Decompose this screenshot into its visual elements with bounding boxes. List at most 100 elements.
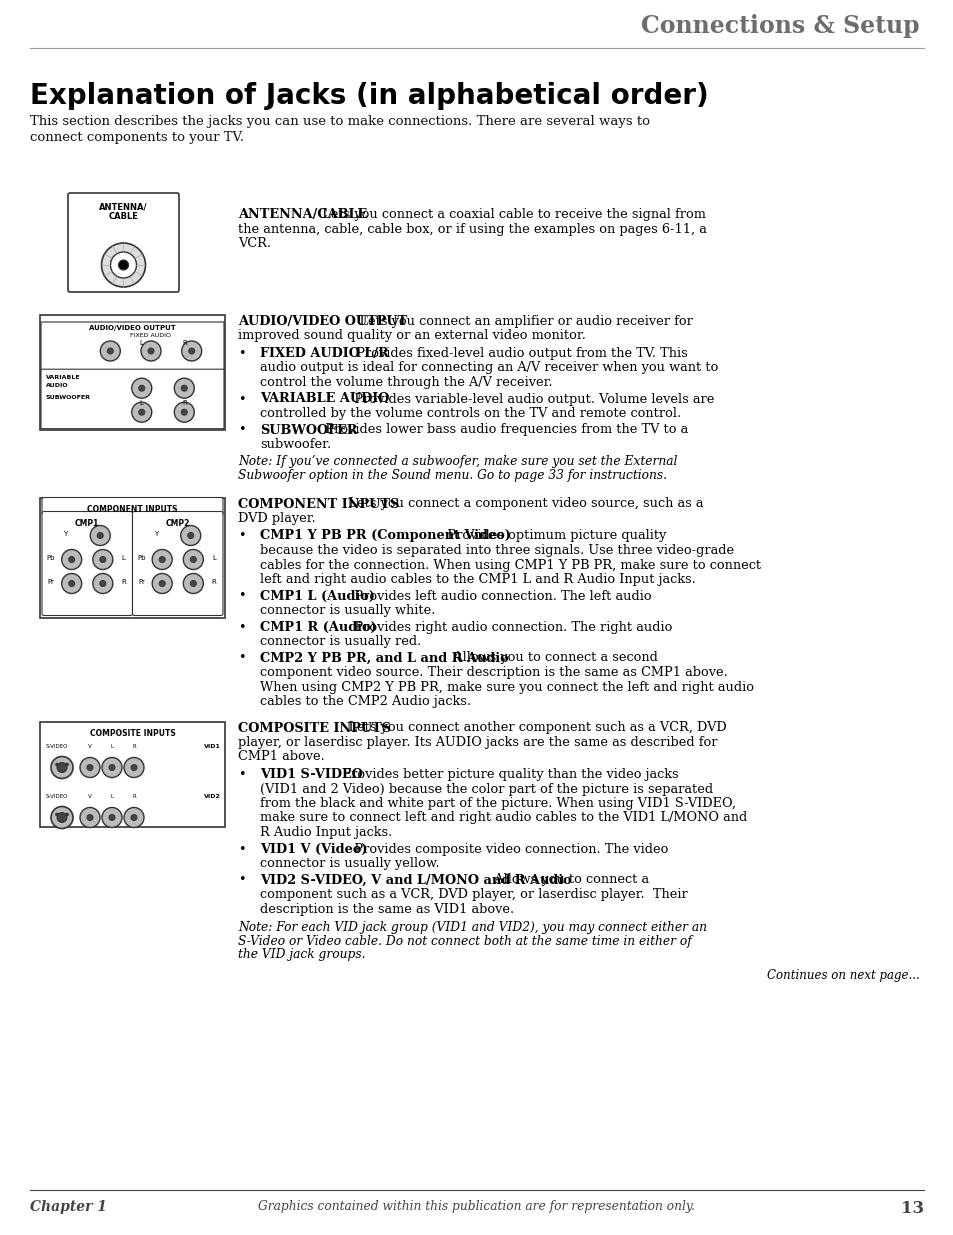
Text: Allows you to connect a second: Allows you to connect a second (441, 652, 658, 664)
Circle shape (132, 403, 152, 422)
Bar (40, 315, 225, 430)
Text: Note: If you’ve connected a subwoofer, make sure you set the External: Note: If you’ve connected a subwoofer, m… (237, 456, 677, 468)
Text: connector is usually white.: connector is usually white. (260, 604, 435, 618)
Circle shape (102, 808, 122, 827)
Text: connector is usually yellow.: connector is usually yellow. (260, 857, 439, 869)
Text: ANTENNA/: ANTENNA/ (99, 203, 148, 212)
Text: R: R (182, 400, 187, 406)
Circle shape (92, 573, 112, 594)
Text: •: • (237, 393, 245, 405)
Circle shape (66, 763, 69, 766)
Circle shape (109, 815, 115, 820)
Text: the VID jack groups.: the VID jack groups. (237, 948, 365, 961)
Text: subwoofer.: subwoofer. (260, 438, 331, 451)
Text: Explanation of Jacks (in alphabetical order): Explanation of Jacks (in alphabetical or… (30, 82, 708, 110)
Text: 13: 13 (900, 1200, 923, 1216)
Text: CMP1 R (Audio): CMP1 R (Audio) (260, 620, 376, 634)
Text: L: L (212, 555, 215, 561)
Text: component such as a VCR, DVD player, or laserdisc player.  Their: component such as a VCR, DVD player, or … (260, 888, 687, 902)
Text: improved sound quality or an external video monitor.: improved sound quality or an external vi… (237, 330, 585, 342)
Circle shape (57, 762, 67, 773)
Circle shape (97, 532, 103, 538)
Circle shape (69, 580, 74, 587)
Text: CMP2: CMP2 (166, 520, 190, 529)
Circle shape (124, 808, 144, 827)
Text: Provides right audio connection. The right audio: Provides right audio connection. The rig… (341, 620, 672, 634)
Circle shape (148, 348, 153, 354)
Circle shape (87, 815, 92, 820)
Text: FIXED AUDIO: FIXED AUDIO (130, 333, 171, 338)
Text: CMP1 above.: CMP1 above. (237, 751, 324, 763)
Circle shape (190, 557, 196, 562)
Text: left and right audio cables to the CMP1 L and R Audio Input jacks.: left and right audio cables to the CMP1 … (260, 573, 695, 585)
Circle shape (159, 557, 165, 562)
Text: FIXED AUDIO L/R: FIXED AUDIO L/R (260, 347, 389, 359)
Circle shape (152, 573, 172, 594)
Circle shape (62, 573, 82, 594)
Text: L: L (122, 555, 126, 561)
Circle shape (51, 806, 73, 829)
Circle shape (100, 580, 106, 587)
Text: Pb: Pb (137, 555, 146, 561)
FancyBboxPatch shape (41, 322, 224, 375)
Text: R: R (182, 340, 187, 346)
Circle shape (62, 550, 82, 569)
Text: control the volume through the A/V receiver.: control the volume through the A/V recei… (260, 375, 552, 389)
Circle shape (181, 385, 187, 391)
Text: CMP1: CMP1 (75, 520, 99, 529)
Text: •: • (237, 620, 245, 634)
Text: Subwoofer option in the Sound menu. Go to page 33 for instructions.: Subwoofer option in the Sound menu. Go t… (237, 469, 666, 482)
Circle shape (109, 764, 115, 771)
Circle shape (132, 378, 152, 398)
Text: because the video is separated into three signals. Use three video-grade: because the video is separated into thre… (260, 543, 734, 557)
Text: Graphics contained within this publication are for representation only.: Graphics contained within this publicati… (258, 1200, 695, 1213)
Text: S-VIDEO: S-VIDEO (46, 794, 69, 799)
Text: L: L (140, 400, 144, 406)
Circle shape (138, 409, 145, 415)
Text: Connections & Setup: Connections & Setup (640, 14, 919, 38)
Circle shape (91, 526, 111, 546)
Text: Pr: Pr (48, 578, 54, 584)
Text: player, or laserdisc player. Its AUDIO jacks are the same as described for: player, or laserdisc player. Its AUDIO j… (237, 736, 717, 748)
Text: from the black and white part of the picture. When using VID1 S-VIDEO,: from the black and white part of the pic… (260, 797, 735, 810)
Text: description is the same as VID1 above.: description is the same as VID1 above. (260, 903, 514, 915)
Text: COMPOSITE INPUTS: COMPOSITE INPUTS (90, 729, 175, 737)
FancyBboxPatch shape (42, 511, 132, 615)
Circle shape (107, 348, 113, 354)
Circle shape (180, 526, 200, 546)
FancyBboxPatch shape (42, 498, 223, 515)
Circle shape (141, 341, 161, 361)
Text: controlled by the volume controls on the TV and remote control.: controlled by the volume controls on the… (260, 408, 680, 420)
Text: Chapter 1: Chapter 1 (30, 1200, 107, 1214)
Text: Note: For each VID jack group (VID1 and VID2), you may connect either an: Note: For each VID jack group (VID1 and … (237, 921, 706, 934)
Text: Provides lower bass audio frequencies from the TV to a: Provides lower bass audio frequencies fr… (313, 424, 687, 436)
Circle shape (138, 385, 145, 391)
Text: CMP1 Y PB PR (Component Video): CMP1 Y PB PR (Component Video) (260, 530, 511, 542)
Text: connector is usually red.: connector is usually red. (260, 635, 421, 648)
Text: Pb: Pb (47, 555, 55, 561)
Text: Lets you connect another component such as a VCR, DVD: Lets you connect another component such … (332, 721, 725, 735)
Circle shape (124, 757, 144, 778)
Text: Y: Y (64, 531, 68, 536)
Text: R Audio Input jacks.: R Audio Input jacks. (260, 826, 392, 839)
Text: Provides left audio connection. The left audio: Provides left audio connection. The left… (341, 589, 651, 603)
Text: CMP2 Y PB PR, and L and R Audio: CMP2 Y PB PR, and L and R Audio (260, 652, 508, 664)
Text: This section describes the jacks you can use to make connections. There are seve: This section describes the jacks you can… (30, 115, 649, 128)
Text: Allows you to connect a: Allows you to connect a (482, 873, 649, 887)
Text: V: V (88, 794, 91, 799)
Circle shape (102, 757, 122, 778)
Circle shape (55, 763, 58, 766)
Bar (40, 498, 225, 618)
Text: VCR.: VCR. (237, 237, 271, 249)
Text: Provides better picture quality than the video jacks: Provides better picture quality than the… (330, 768, 679, 781)
Circle shape (159, 580, 165, 587)
Text: Provides optimum picture quality: Provides optimum picture quality (435, 530, 666, 542)
Circle shape (100, 341, 120, 361)
Text: R: R (132, 745, 135, 750)
Text: V: V (88, 745, 91, 750)
Circle shape (69, 557, 74, 562)
Text: When using CMP2 Y PB PR, make sure you connect the left and right audio: When using CMP2 Y PB PR, make sure you c… (260, 680, 753, 694)
Text: make sure to connect left and right audio cables to the VID1 L/MONO and: make sure to connect left and right audi… (260, 811, 746, 825)
Circle shape (118, 261, 129, 270)
Text: Y: Y (153, 531, 158, 536)
